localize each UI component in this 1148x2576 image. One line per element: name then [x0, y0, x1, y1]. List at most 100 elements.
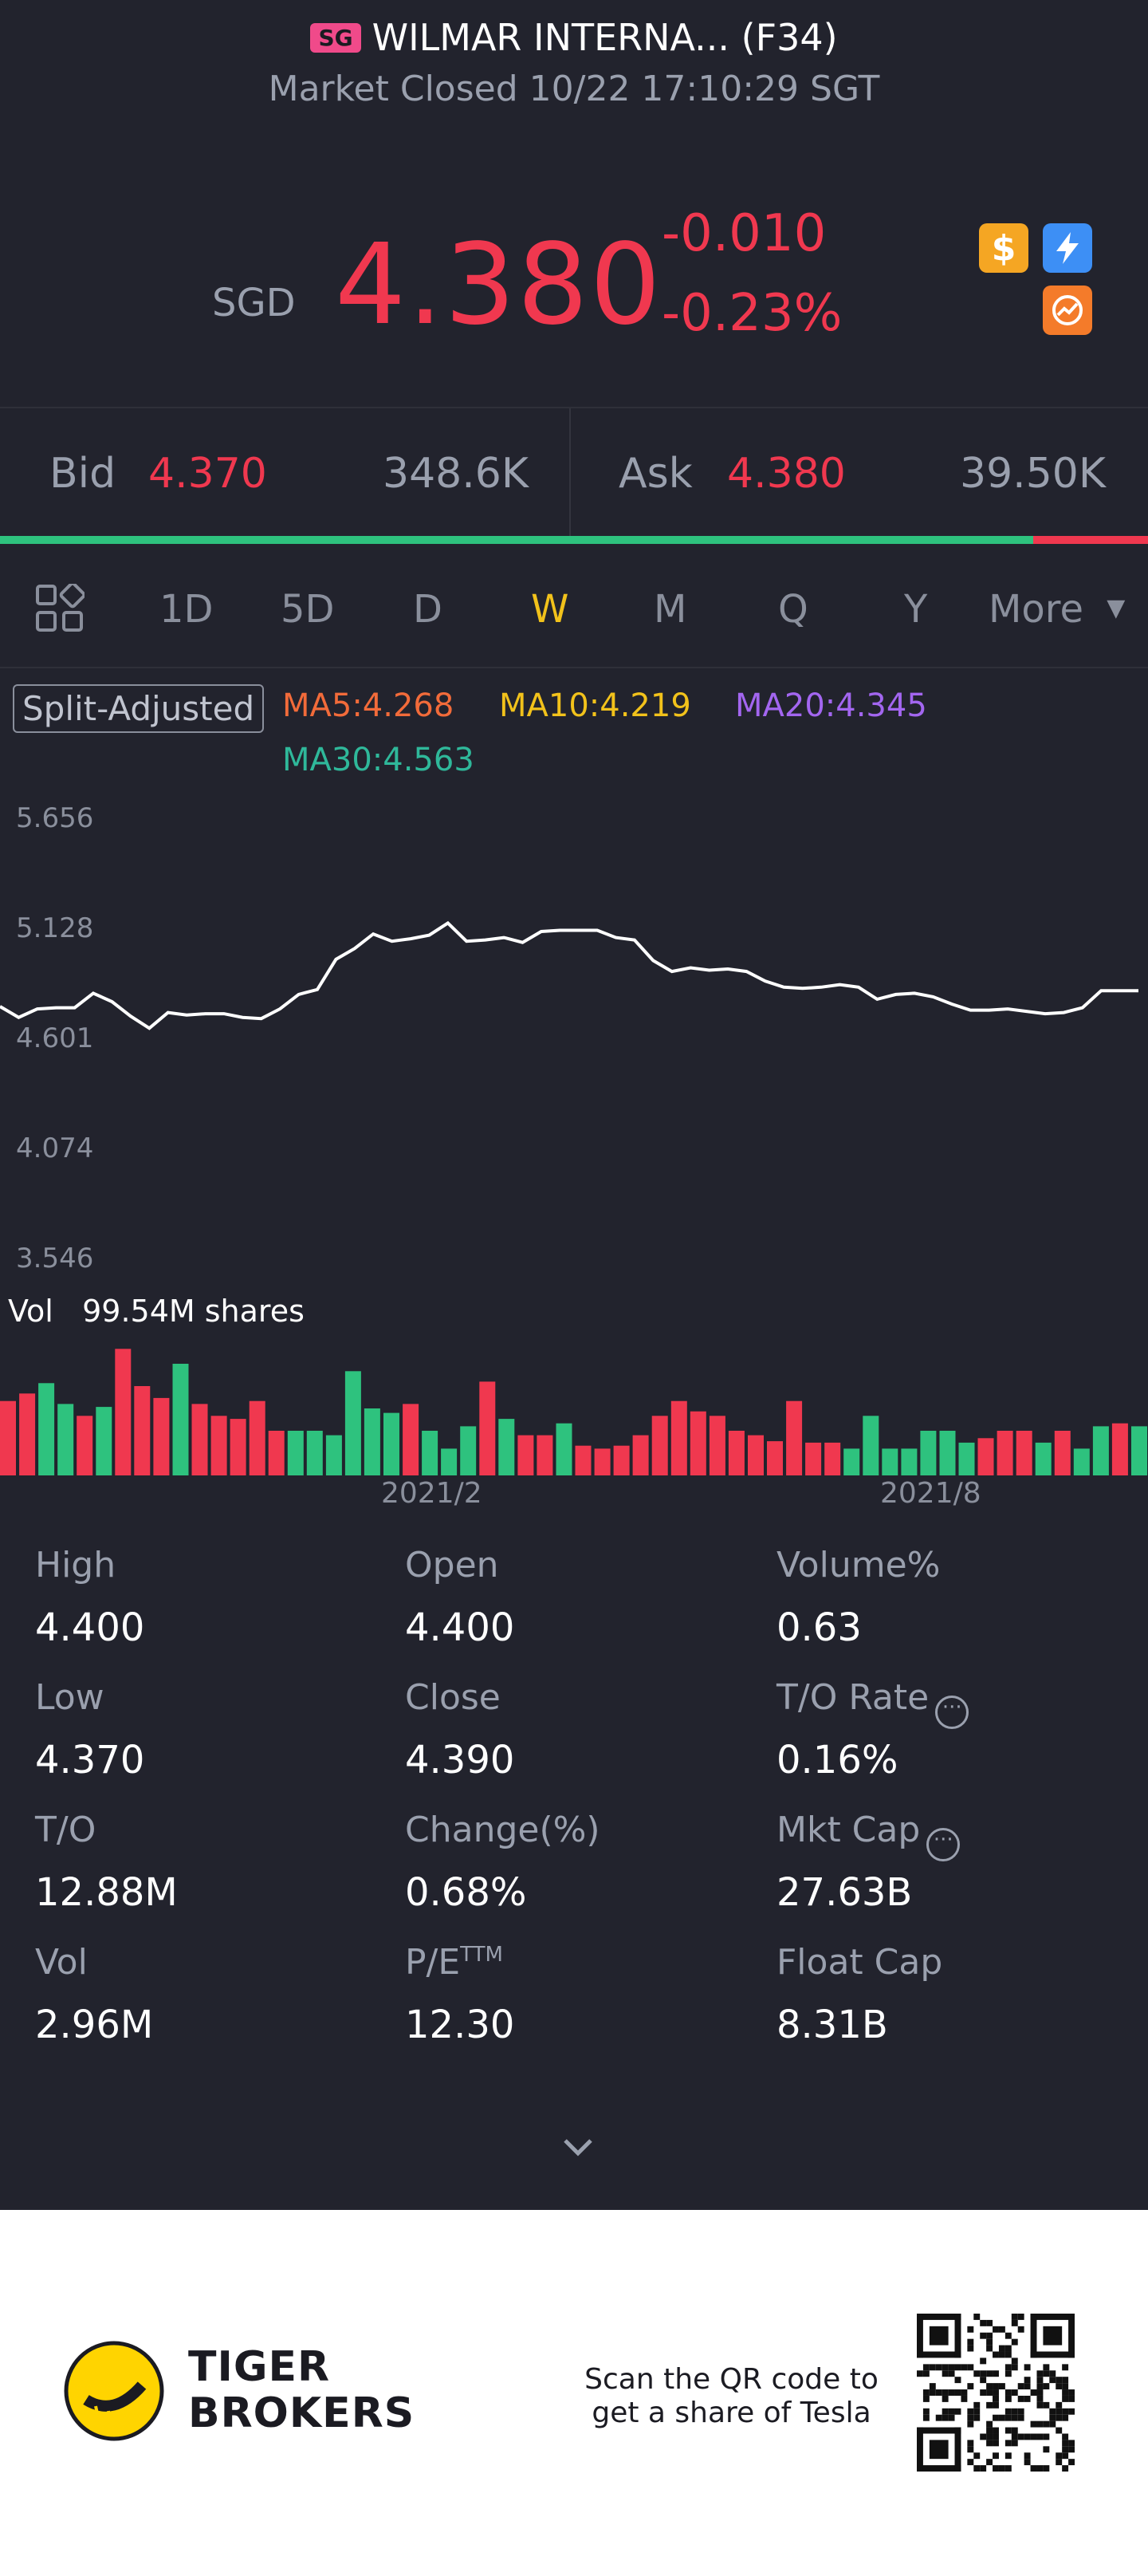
qr-module [942, 2395, 949, 2402]
qr-module [1011, 2440, 1018, 2447]
qr-module [1049, 2414, 1056, 2421]
qr-module [993, 2427, 999, 2434]
price-change-percent: -0.23% [662, 284, 843, 343]
qr-finder [929, 2440, 949, 2460]
volume-bar [249, 1400, 265, 1475]
qr-module [973, 2414, 981, 2421]
trend-icon[interactable] [1043, 286, 1092, 335]
qr-finder [917, 2314, 923, 2358]
dropdown-arrow-icon: ▼ [1107, 594, 1126, 622]
volume-bar [77, 1416, 93, 1475]
qr-module [1024, 2377, 1031, 2384]
turnover-label: T/O [35, 1810, 96, 1850]
divider [0, 667, 1148, 668]
qr-module [986, 2332, 993, 2339]
qr-module [1036, 2377, 1044, 2384]
qr-module [1030, 2465, 1037, 2472]
stock-name: WILMAR INTERNA... (F34) [372, 16, 838, 59]
qr-module [1036, 2420, 1044, 2428]
market-cap-value: 27.63B [776, 1870, 913, 1915]
qr-module [993, 2433, 999, 2440]
stock-title[interactable]: SG WILMAR INTERNA... (F34) [0, 16, 1148, 59]
chevron-down-icon[interactable] [562, 2131, 594, 2163]
volume-bar [460, 1426, 477, 1475]
turnover-value: 12.88M [35, 1870, 178, 1915]
qr-module [1017, 2395, 1024, 2402]
qr-module [1036, 2383, 1044, 2390]
qr-module [1005, 2370, 1012, 2377]
qr-module [1062, 2465, 1069, 2472]
tab-1d[interactable]: 1D [159, 587, 214, 632]
tab-more[interactable]: More ▼ [989, 587, 1125, 632]
qr-module [1056, 2414, 1063, 2421]
price-line [0, 920, 1138, 1030]
volume-bar [1054, 1431, 1071, 1475]
more-info-icon[interactable]: ··· [926, 1828, 961, 1861]
tab-y[interactable]: Y [904, 587, 928, 632]
layout-grid-icon[interactable] [35, 584, 85, 633]
promo-line-1: Scan the QR code to [584, 2363, 879, 2396]
volume-bar [191, 1404, 208, 1475]
volume-bar [767, 1441, 783, 1475]
tab-d[interactable]: D [413, 587, 442, 632]
market-cap-text: Mkt Cap [776, 1810, 921, 1850]
more-info-icon[interactable]: ··· [935, 1696, 969, 1729]
qr-module [1056, 2459, 1063, 2466]
qr-module [1068, 2446, 1075, 2453]
qr-module [1068, 2408, 1075, 2415]
qr-module [1011, 2389, 1018, 2396]
volume-bar [728, 1431, 745, 1475]
qr-module [986, 2383, 993, 2390]
volume-bar [210, 1416, 227, 1475]
volume-bar [115, 1349, 132, 1475]
promo-text: Scan the QR code to get a share of Tesla [558, 2363, 905, 2430]
qr-module [1062, 2433, 1069, 2440]
volume-bar-chart[interactable] [0, 1341, 1148, 1485]
qr-module [973, 2465, 981, 2472]
qr-module [986, 2433, 993, 2440]
volume-bar [1131, 1426, 1147, 1475]
qr-module [1062, 2383, 1069, 2390]
tab-m[interactable]: M [654, 587, 687, 632]
qr-module [1049, 2408, 1056, 2415]
volume-bar [670, 1400, 687, 1475]
market-badge: SG [310, 23, 361, 53]
tab-5d[interactable]: 5D [281, 587, 335, 632]
qr-module [1005, 2364, 1012, 2371]
float-cap-label: Float Cap [776, 1942, 943, 1983]
volume-bar [901, 1448, 918, 1475]
qr-module [980, 2319, 987, 2326]
qr-module [1062, 2395, 1069, 2402]
y-tick: 5.656 [16, 802, 94, 834]
dollar-icon[interactable]: $ [979, 223, 1028, 273]
qr-module [1011, 2319, 1018, 2326]
qr-module [1011, 2314, 1018, 2320]
qr-module [1062, 2364, 1069, 2371]
tab-q[interactable]: Q [778, 587, 808, 632]
qr-finder [954, 2427, 961, 2472]
qr-module [1068, 2459, 1075, 2466]
volume-percent-value: 0.63 [776, 1605, 862, 1650]
qr-module [986, 2401, 993, 2409]
price-line-chart[interactable] [0, 813, 1148, 1069]
qr-code-icon[interactable] [917, 2314, 1075, 2472]
volume-bar [38, 1383, 55, 1475]
volume-bar [306, 1431, 323, 1475]
tab-w[interactable]: W [531, 587, 569, 632]
qr-module [1024, 2364, 1031, 2371]
qr-module [961, 2389, 968, 2396]
qr-module [980, 2370, 987, 2377]
high-label: High [35, 1545, 116, 1585]
qr-module [993, 2389, 999, 2396]
qr-module [993, 2351, 999, 2358]
split-adjusted-button[interactable]: Split-Adjusted [13, 684, 265, 733]
qr-module [1036, 2370, 1044, 2377]
flash-icon[interactable] [1043, 223, 1092, 273]
bid-ask-separator [569, 408, 571, 539]
qr-module [1005, 2427, 1012, 2434]
qr-finder [917, 2427, 923, 2472]
qr-module [1056, 2452, 1063, 2460]
volume-bar [57, 1404, 74, 1475]
qr-module [980, 2433, 987, 2440]
volume-bar [364, 1408, 380, 1475]
